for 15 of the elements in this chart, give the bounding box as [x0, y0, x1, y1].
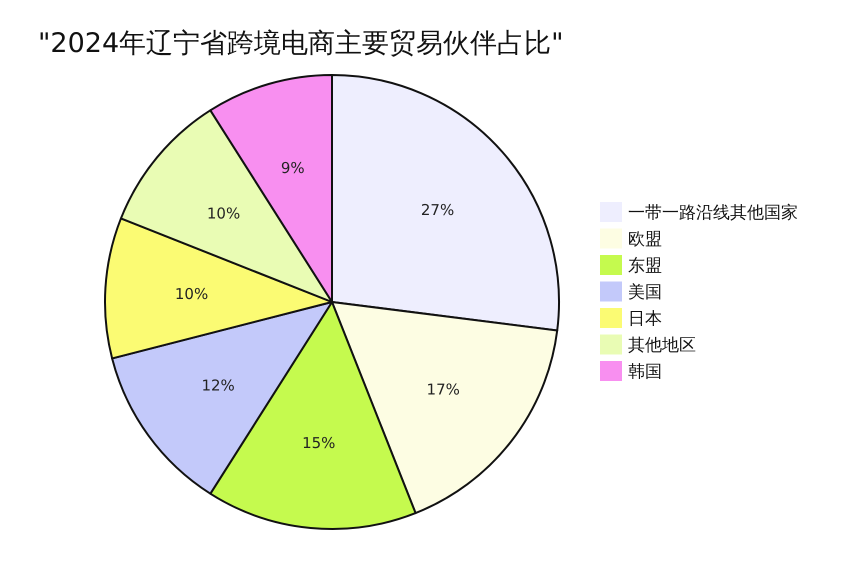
data-label: 10% — [206, 204, 240, 222]
legend-label: 东盟 — [628, 256, 662, 276]
legend-label: 日本 — [628, 309, 662, 329]
legend-label: 其他地区 — [628, 336, 696, 356]
legend-label: 美国 — [628, 282, 662, 302]
data-label: 12% — [201, 376, 235, 395]
data-label: 9% — [280, 158, 305, 177]
legend-label: 一带一路沿线其他国家 — [628, 203, 798, 223]
data-label: 15% — [302, 434, 336, 452]
data-label: 10% — [174, 285, 208, 304]
legend-label: 韩国 — [628, 362, 662, 382]
chart-title: "2024年辽宁省跨境电商主要贸易伙伴占比" — [38, 28, 564, 59]
data-label: 27% — [420, 200, 454, 219]
data-label: 17% — [426, 380, 460, 398]
legend-label: 欧盟 — [628, 230, 662, 250]
